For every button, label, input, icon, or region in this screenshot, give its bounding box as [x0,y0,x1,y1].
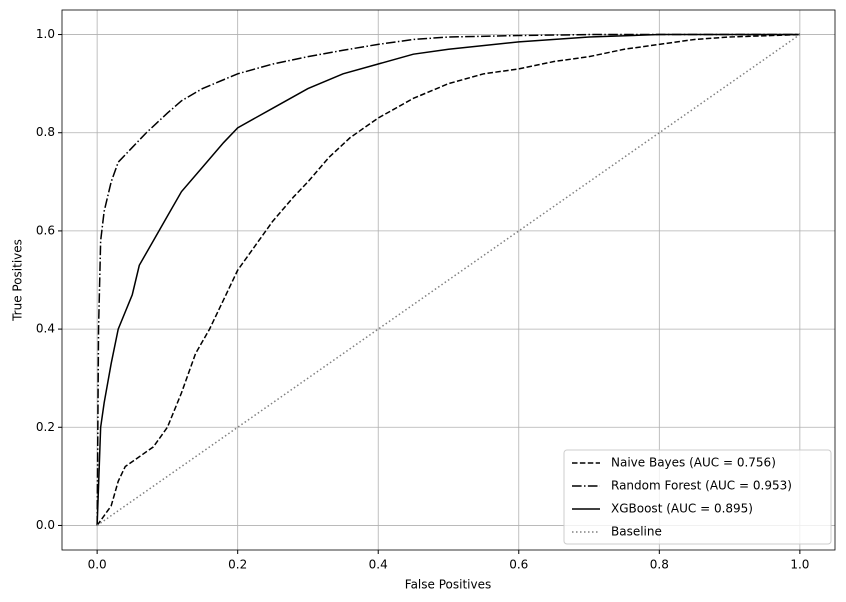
series-line [96,33,800,526]
x-tick-label: 0.8 [650,558,669,572]
series-line [96,33,800,526]
legend-box [563,449,832,545]
y-axis-label: True Positives [11,239,25,322]
x-tick-label: 1.0 [790,558,809,572]
legend-label: Random Forest (AUC = 0.953) [611,479,792,493]
series-line [96,33,801,527]
legend-label: XGBoost (AUC = 0.895) [611,502,753,516]
legend-label: Baseline [611,525,662,539]
plot-frame [61,9,836,551]
x-tick-label: 0.2 [228,558,247,572]
y-tick-label: 0.8 [36,125,55,139]
y-tick-label: 0.6 [36,223,55,237]
x-tick-label: 0.6 [509,558,528,572]
y-tick-label: 0.4 [36,322,55,336]
x-tick-label: 0.4 [369,558,388,572]
series-line [96,33,800,526]
y-tick-label: 0.2 [36,420,55,434]
x-axis-label: False Positives [405,578,491,592]
legend: Naive Bayes (AUC = 0.756) Random Forest (… [563,449,832,545]
legend-label: Naive Bayes (AUC = 0.756) [611,456,776,470]
y-tick-label: 1.0 [36,27,55,41]
y-tick-label: 0.0 [36,518,55,532]
x-tick-label: 0.0 [88,558,107,572]
